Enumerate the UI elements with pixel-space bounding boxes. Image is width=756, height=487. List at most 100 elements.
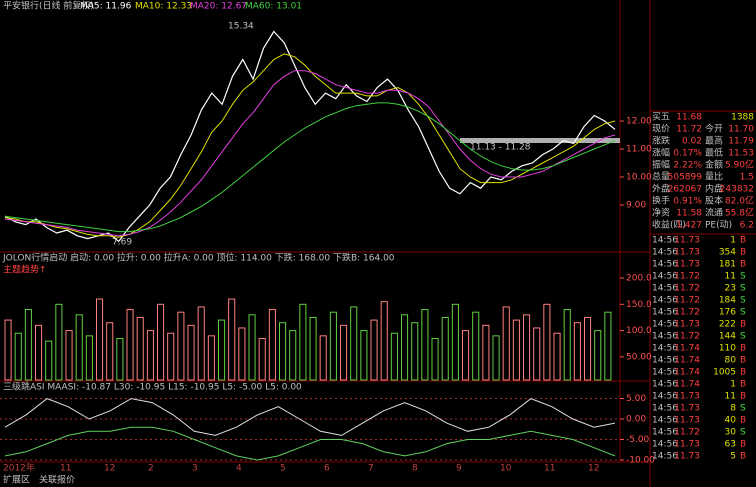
indicator-subtitle: 主题趋势↑: [3, 264, 47, 276]
trade-side: B: [740, 320, 746, 330]
bar: [401, 314, 409, 381]
y-tick-label: 11.00: [626, 145, 652, 155]
bar: [167, 332, 175, 381]
bar: [197, 306, 205, 381]
trade-side: S: [740, 308, 746, 318]
footer-tab: 关联报价: [39, 474, 75, 486]
trade-time: 14:56: [652, 368, 678, 378]
x-tick-label: 9: [456, 464, 462, 474]
x-tick-label: 8: [412, 464, 418, 474]
trade-volume: 176: [719, 308, 736, 318]
x-tick-label: 11: [544, 464, 555, 474]
trade-side: B: [740, 392, 746, 402]
trade-price: 11.73: [674, 416, 700, 426]
bar: [146, 330, 154, 381]
trade-time: 14:56: [652, 356, 678, 366]
quote-label: 最高: [705, 135, 723, 147]
quote-value: 262067: [668, 185, 702, 195]
trade-side: B: [740, 356, 746, 366]
trade-volume: 40: [725, 416, 737, 426]
x-tick-label: 6: [324, 464, 330, 474]
series-line: [4, 30, 616, 243]
bar: [65, 330, 73, 381]
bar: [24, 309, 32, 381]
quote-label: 换手: [652, 195, 670, 207]
bar: [248, 314, 256, 381]
bar: [75, 314, 83, 381]
bar: [411, 322, 419, 381]
trade-price: 11.72: [674, 308, 700, 318]
trade-time: 14:56: [652, 236, 678, 246]
trade-side: B: [740, 380, 746, 390]
trade-time: 14:56: [652, 308, 678, 318]
x-tick-label: 12: [104, 464, 115, 474]
trade-price: 11.73: [674, 404, 700, 414]
bar: [421, 309, 429, 381]
trade-volume: 1005: [713, 368, 736, 378]
series-line: [4, 426, 616, 461]
quote-value: 11.58: [676, 209, 702, 219]
bar: [289, 330, 297, 381]
trade-volume: 8: [730, 404, 736, 414]
trade-price: 11.74: [674, 380, 700, 390]
x-tick-label: 5: [280, 464, 286, 474]
trade-time: 14:56: [652, 272, 678, 282]
x-tick-label: 2012年: [3, 462, 35, 474]
bar: [441, 316, 449, 381]
quote-value: 11.68: [676, 113, 702, 123]
bar: [106, 322, 114, 381]
quote-label: 量比: [705, 171, 723, 183]
trade-side: S: [740, 284, 746, 294]
trade-time: 14:56: [652, 452, 678, 462]
trade-side: B: [740, 236, 746, 246]
trade-time: 14:56: [652, 380, 678, 390]
quote-value: 11.53: [728, 149, 754, 159]
quote-value: 243832: [720, 185, 754, 195]
trade-side: B: [740, 440, 746, 450]
trade-volume: 354: [719, 248, 736, 258]
trade-time: 14:56: [652, 344, 678, 354]
price-band: [460, 138, 620, 143]
bar: [299, 303, 307, 381]
bar: [380, 301, 388, 381]
bar: [55, 303, 63, 381]
trade-time: 14:56: [652, 440, 678, 450]
trade-price: 11.72: [674, 296, 700, 306]
bar: [207, 335, 215, 381]
trade-volume: 222: [719, 320, 736, 330]
y-tick-label: 10.00: [626, 173, 652, 183]
x-tick-label: 4: [236, 464, 242, 474]
trade-price: 11.73: [674, 452, 700, 462]
bar: [594, 330, 602, 381]
y-tick-label: 12.00: [626, 117, 652, 127]
trade-volume: 181: [719, 260, 736, 270]
trade-side: B: [740, 368, 746, 378]
bar: [279, 322, 287, 381]
trade-side: B: [740, 416, 746, 426]
trade-time: 14:56: [652, 260, 678, 270]
chart-title: 平安银行(日线 前复权): [3, 0, 94, 12]
bar: [492, 335, 500, 381]
bar: [604, 311, 612, 381]
bar: [136, 316, 144, 381]
quote-label: 总量: [652, 171, 670, 183]
trade-time: 14:56: [652, 392, 678, 402]
bar: [35, 324, 43, 381]
bar: [482, 324, 490, 381]
y-tick-label: 5.00: [626, 394, 646, 404]
y-tick-label: 150.0: [626, 300, 652, 310]
quote-label: 收益(四): [652, 219, 686, 231]
legend-entry: MA60: 13.01: [245, 2, 302, 12]
series-line: [4, 70, 616, 237]
quote-value: 1.5: [740, 173, 754, 183]
bar: [228, 298, 236, 381]
bar: [187, 324, 195, 381]
trade-price: 11.73: [674, 392, 700, 402]
bar: [4, 319, 12, 381]
trade-time: 14:56: [652, 284, 678, 294]
quote-label: 涨跌: [652, 136, 670, 147]
quote-label: PE(动): [705, 220, 732, 231]
quote-label: 今开: [705, 123, 723, 135]
trade-price: 11.72: [674, 272, 700, 282]
